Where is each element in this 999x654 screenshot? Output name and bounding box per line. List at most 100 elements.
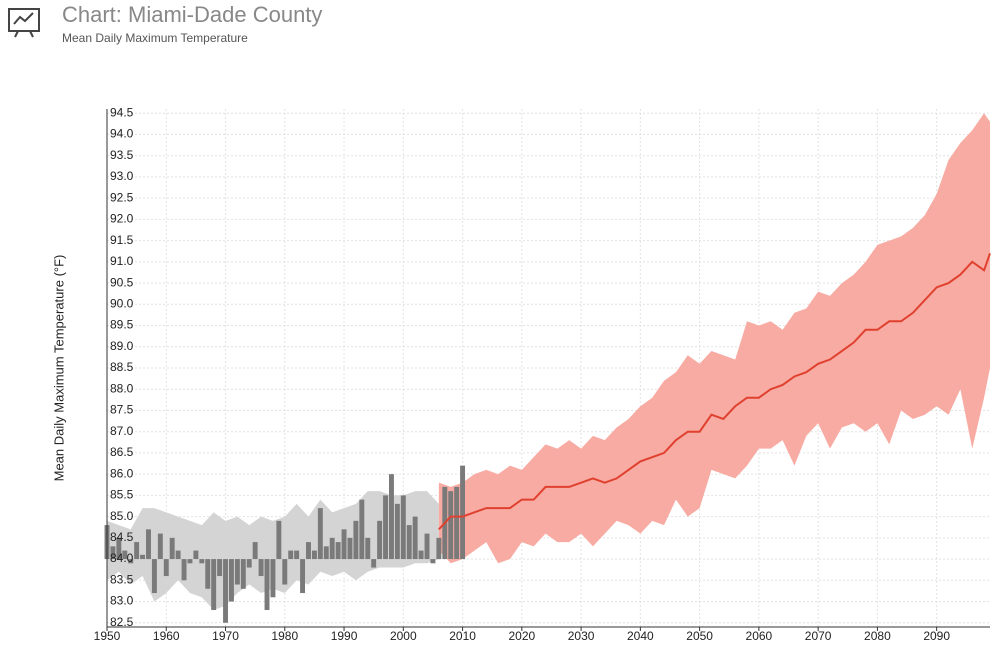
y-tick-label: 84.5	[110, 530, 134, 544]
x-tick-label: 2010	[449, 629, 476, 643]
chart-icon	[8, 8, 40, 38]
y-tick-label: 89.0	[110, 339, 134, 353]
bar	[306, 542, 311, 560]
bar	[234, 559, 240, 585]
bar	[116, 537, 122, 560]
bar	[270, 559, 276, 598]
bar	[317, 508, 323, 560]
bar	[258, 559, 264, 577]
bar	[134, 542, 140, 560]
y-tick-label: 83.5	[110, 572, 134, 586]
page-subtitle: Mean Daily Maximum Temperature	[62, 31, 248, 45]
x-tick-label: 1960	[153, 629, 180, 643]
bar	[430, 559, 436, 564]
bar	[341, 529, 347, 560]
bar	[228, 559, 234, 602]
bar	[300, 559, 306, 594]
bar	[181, 559, 187, 581]
y-tick-label: 92.0	[110, 212, 134, 226]
x-tick-label: 2050	[686, 629, 713, 643]
bar	[436, 537, 442, 560]
y-tick-label: 87.5	[110, 403, 134, 417]
y-tick-label: 86.0	[110, 466, 134, 480]
x-tick-label: 2060	[746, 629, 773, 643]
bar	[157, 533, 163, 560]
bar	[240, 559, 246, 589]
y-tick-label: 84.0	[110, 551, 134, 565]
x-tick-label: 1950	[94, 629, 121, 643]
bar	[353, 520, 359, 560]
y-tick-label: 91.0	[110, 254, 134, 268]
x-tick-label: 1980	[271, 629, 298, 643]
bar	[383, 495, 388, 560]
bar	[193, 550, 199, 560]
bar	[323, 546, 329, 560]
x-tick-label: 2020	[508, 629, 535, 643]
bar	[412, 516, 418, 560]
median-line	[438, 253, 991, 531]
bar	[424, 533, 430, 560]
y-tick-label: 89.5	[110, 318, 134, 332]
bar	[454, 486, 460, 560]
y-axis-title: Mean Daily Maximum Temperature (°F)	[51, 255, 66, 482]
x-tick-label: 2070	[805, 629, 832, 643]
y-tick-label: 86.5	[110, 445, 134, 459]
bar	[371, 559, 377, 568]
x-tick-label: 2080	[864, 629, 891, 643]
y-tick-label: 88.0	[110, 381, 134, 395]
bar	[282, 559, 288, 585]
bar	[264, 559, 270, 611]
bar	[460, 465, 466, 560]
bar	[365, 537, 371, 560]
bar	[140, 554, 146, 560]
bar	[151, 559, 157, 594]
bar	[169, 537, 175, 560]
y-tick-label: 94.5	[110, 105, 134, 119]
bar	[217, 559, 223, 577]
bar	[199, 559, 205, 564]
y-tick-label: 85.5	[110, 488, 134, 502]
bar	[205, 559, 211, 589]
bar	[211, 559, 217, 611]
bar	[448, 491, 454, 560]
y-tick-label: 92.5	[110, 190, 134, 204]
bar	[276, 520, 282, 560]
y-tick-label: 93.5	[110, 148, 134, 162]
bar	[110, 546, 116, 560]
y-tick-label: 83.0	[110, 594, 134, 608]
bar	[246, 559, 252, 568]
bar	[187, 559, 193, 564]
bar	[311, 550, 317, 560]
x-tick-label: 1990	[331, 629, 358, 643]
y-tick-label: 82.5	[110, 615, 134, 629]
x-tick-label: 2040	[627, 629, 654, 643]
x-tick-label: 1970	[212, 629, 239, 643]
x-tick-label: 2030	[568, 629, 595, 643]
y-tick-label: 88.5	[110, 360, 134, 374]
bar	[122, 550, 128, 560]
bar	[128, 559, 134, 564]
bar	[294, 550, 300, 560]
x-tick-label: 2000	[390, 629, 417, 643]
bar	[175, 550, 181, 560]
bar	[163, 559, 169, 577]
bar	[377, 520, 383, 560]
y-tick-label: 85.0	[110, 509, 134, 523]
y-tick-label: 90.5	[110, 275, 134, 289]
bar	[406, 525, 412, 560]
y-tick-label: 93.0	[110, 169, 134, 183]
bar	[252, 542, 258, 560]
range-band	[438, 113, 990, 564]
bar	[388, 474, 394, 560]
bar	[400, 495, 406, 560]
bar	[347, 537, 353, 560]
bar	[335, 542, 341, 560]
y-tick-label: 90.0	[110, 296, 134, 310]
bar	[288, 550, 294, 560]
y-tick-label: 87.0	[110, 424, 134, 438]
bar	[146, 529, 151, 560]
x-tick-label: 2090	[923, 629, 950, 643]
y-tick-label: 91.5	[110, 233, 134, 247]
